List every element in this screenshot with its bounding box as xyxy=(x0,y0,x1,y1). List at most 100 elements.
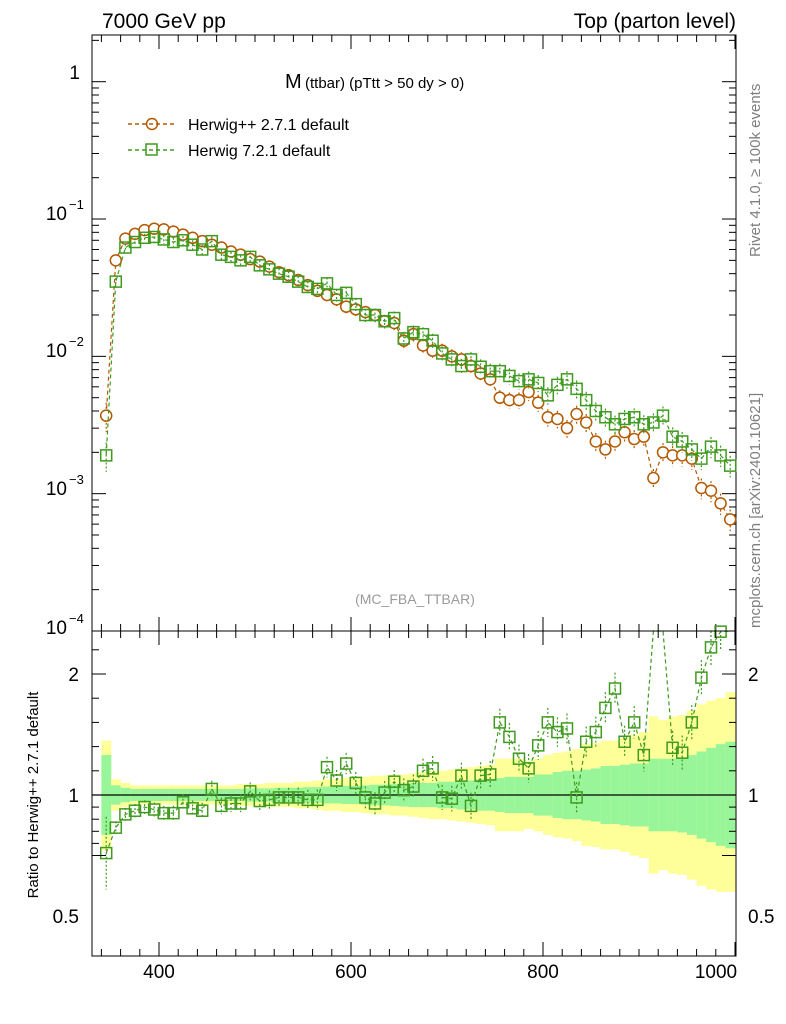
ratio-data-point xyxy=(397,783,411,797)
ratio-data-point xyxy=(608,682,622,695)
data-point-herwig7 xyxy=(675,435,689,448)
data-point-herwigpp xyxy=(608,435,622,448)
ratio-data-point xyxy=(541,716,555,729)
data-point-herwig7 xyxy=(157,233,171,246)
data-point-herwig7 xyxy=(426,334,439,347)
ratio-data-point xyxy=(435,791,449,804)
ratio-data-point xyxy=(320,760,334,774)
ratio-data-point xyxy=(570,791,583,804)
ratio-data-point xyxy=(675,746,689,759)
data-point-herwigpp xyxy=(723,513,737,526)
data-point-herwig7 xyxy=(167,235,180,249)
ratio-data-point xyxy=(263,793,276,807)
data-point-herwigpp xyxy=(512,393,526,407)
ratio-data-point xyxy=(483,768,497,781)
ratio-data-point xyxy=(224,797,238,810)
ratio-data-point xyxy=(349,776,363,790)
ratio-data-point xyxy=(618,735,631,749)
ratio-data-point xyxy=(714,625,727,638)
analysis-watermark: (MC_FBA_TTBAR) xyxy=(355,591,475,607)
ratio-data-point xyxy=(243,785,257,798)
rivet-label: Rivet 4.1.0, ≥ 100k events xyxy=(747,84,764,257)
series-line-herwigpp xyxy=(105,228,731,520)
data-point-herwig7 xyxy=(407,325,420,339)
data-point-herwig7 xyxy=(301,280,315,294)
ratio-data-point xyxy=(512,752,526,765)
data-point-herwig7 xyxy=(723,459,737,472)
ratio-panel-frame xyxy=(91,630,737,957)
data-point-herwig7 xyxy=(359,308,372,322)
ratio-data-point xyxy=(474,769,487,782)
data-point-herwig7 xyxy=(205,234,219,248)
ratio-data-point xyxy=(339,757,353,770)
ratio-y-tick-label-right-05: 0.5 xyxy=(748,907,774,928)
ratio-data-point xyxy=(147,803,161,816)
data-point-herwigpp xyxy=(109,254,123,267)
data-point-herwig7 xyxy=(263,263,276,276)
main-y-tick-label-e-1: 10 xyxy=(46,204,67,225)
data-point-herwig7 xyxy=(195,243,209,256)
main-series-group xyxy=(99,222,737,532)
data-point-herwig7 xyxy=(704,440,718,453)
ratio-data-point xyxy=(205,782,219,796)
data-point-herwig7 xyxy=(224,250,238,264)
data-point-herwig7 xyxy=(320,277,334,290)
data-point-herwig7 xyxy=(656,409,670,422)
data-point-herwigpp xyxy=(551,412,564,426)
ratio-data-point xyxy=(685,716,699,729)
ratio-data-point xyxy=(599,701,612,715)
ratio-data-point xyxy=(522,762,535,775)
ratio-series-group xyxy=(99,625,731,890)
legend-marker-circle xyxy=(145,117,159,131)
data-point-herwig7 xyxy=(234,254,247,267)
ratio-data-point xyxy=(416,764,430,778)
ratio-data-point xyxy=(253,794,267,808)
chart-title-sub: (ttbar) (pTtt > 50 dy > 0) xyxy=(305,75,464,92)
legend-label-herwigpp: Herwig++ 2.7.1 default xyxy=(188,117,350,134)
ratio-data-point xyxy=(128,804,142,817)
x-tick-label-800: 800 xyxy=(527,962,559,983)
process-label: Top (parton level) xyxy=(574,10,736,33)
ratio-y-tick-label-right-2: 2 xyxy=(748,665,759,686)
ratio-data-point xyxy=(589,725,603,739)
data-point-herwig7 xyxy=(397,332,411,345)
legend-marker-square xyxy=(145,143,158,156)
data-point-herwig7 xyxy=(579,393,593,407)
data-point-herwig7 xyxy=(522,373,535,386)
mcplots-label: mcplots.cern.ch [arXiv:2401.10621] xyxy=(747,393,764,628)
ratio-data-point xyxy=(234,797,247,810)
ratio-data-point xyxy=(109,821,123,834)
data-point-herwig7 xyxy=(416,327,430,341)
data-point-herwig7 xyxy=(474,360,487,373)
ratio-data-point xyxy=(387,775,401,788)
main-y-tick-labels: 1 10 −1 10 −2 10 −3 10 −4 xyxy=(46,63,84,639)
data-point-herwig7 xyxy=(570,382,583,396)
legend-label-herwig7: Herwig 7.2.1 default xyxy=(188,143,331,160)
ratio-data-point xyxy=(407,780,420,793)
data-point-herwig7 xyxy=(330,288,343,302)
data-point-herwig7 xyxy=(339,286,353,300)
chart-title-main: M xyxy=(285,71,302,93)
data-point-herwig7 xyxy=(695,452,708,465)
data-point-herwig7 xyxy=(714,449,727,462)
data-point-herwig7 xyxy=(560,373,574,386)
data-point-herwig7 xyxy=(253,259,267,272)
ratio-data-point xyxy=(695,671,708,684)
data-point-herwigpp xyxy=(570,407,583,421)
ratio-data-point xyxy=(330,774,343,787)
ratio-data-point xyxy=(503,730,516,744)
legend: Herwig++ 2.7.1 default Herwig 7.2.1 defa… xyxy=(128,117,350,160)
ratio-data-point xyxy=(531,739,545,752)
ratio-y-tick-label-left-05: 0.5 xyxy=(53,907,79,928)
data-point-herwigpp xyxy=(714,497,727,510)
energy-label: 7000 GeV pp xyxy=(102,10,226,33)
ratio-data-point xyxy=(311,793,324,807)
ratio-data-point xyxy=(138,800,151,814)
ratio-data-point xyxy=(551,725,564,739)
data-point-herwig7 xyxy=(627,411,641,424)
main-y-tick-exp-2: −2 xyxy=(69,334,84,349)
ratio-data-point xyxy=(493,716,507,729)
ratio-data-point xyxy=(291,791,305,804)
data-point-herwig7 xyxy=(378,315,391,328)
